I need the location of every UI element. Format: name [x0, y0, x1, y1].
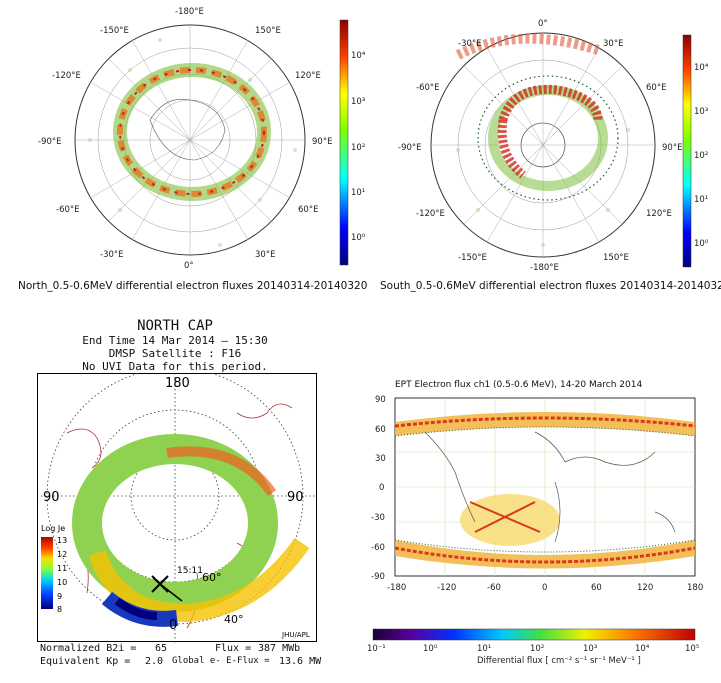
- south-lon-label-1: -30°E: [458, 39, 482, 49]
- north-cap-credit: JHU/APL: [281, 631, 310, 639]
- north-polar-map: -180°E 150°E -150°E 120°E -120°E 90°E -9…: [38, 7, 366, 271]
- north-cap-global-label: Global e- E-Flux =: [172, 656, 270, 666]
- north-cap-legend-tick-1: 12: [57, 550, 67, 559]
- south-cb-tick-0: 10⁴: [694, 63, 709, 73]
- ept-cb-tick-2: 10¹: [477, 644, 491, 654]
- north-cap-time-label: 15:11: [177, 566, 203, 576]
- north-cap-legend-tick-0: 13: [57, 536, 67, 545]
- south-colorbar: [682, 34, 692, 268]
- north-lon-label-7: 60°E: [298, 205, 318, 215]
- ept-cb-tick-5: 10⁴: [635, 644, 650, 654]
- ept-cb-tick-1: 10⁰: [423, 644, 438, 654]
- ept-x-tick-1: -120: [437, 583, 456, 593]
- ept-map-title: EPT Electron flux ch1 (0.5-0.6 MeV), 14-…: [395, 380, 643, 390]
- north-lon-label-10: -30°E: [100, 250, 124, 260]
- ept-cb-tick-3: 10²: [530, 644, 544, 654]
- south-lon-label-11: -180°E: [530, 263, 559, 272]
- north-lon-label-0: -180°E: [175, 7, 204, 17]
- north-lon-label-4: -120°E: [52, 71, 81, 81]
- south-cb-tick-4: 10⁰: [694, 239, 709, 249]
- ept-x-tick-3: 0: [542, 583, 547, 593]
- north-cap-uvi-note: No UVI Data for this period.: [82, 360, 268, 373]
- north-cap-legend-tick-5: 8: [57, 605, 62, 614]
- north-cb-tick-3: 10¹: [351, 188, 365, 198]
- ept-x-tick-5: 120: [637, 583, 653, 593]
- north-cap-satellite: DMSP Satellite : F16: [108, 347, 242, 360]
- ept-y-tick-1: 60: [375, 425, 386, 435]
- ept-x-tick-6: 180: [687, 583, 703, 593]
- north-lon-label-3: 120°E: [295, 71, 321, 81]
- north-lon-label-11: 0°: [184, 261, 194, 270]
- north-cap-flux-value: 387 MWb: [258, 643, 301, 654]
- north-cap-title: NORTH CAP: [137, 318, 213, 334]
- south-lon-label-3: -60°E: [416, 83, 440, 93]
- north-map-caption: North_0.5-0.6MeV differential electron f…: [18, 280, 368, 292]
- north-cap-legend-tick-3: 10: [57, 578, 67, 587]
- ept-x-tick-2: -60: [487, 583, 501, 593]
- south-cb-tick-3: 10¹: [694, 195, 708, 205]
- ept-y-tick-3: 0: [379, 483, 384, 493]
- south-lon-label-9: -150°E: [458, 253, 487, 263]
- north-cap-axis-bottom: 0: [169, 618, 177, 633]
- south-cb-tick-2: 10²: [694, 151, 708, 161]
- south-map-caption: South_0.5-0.6MeV differential electron f…: [380, 280, 721, 292]
- north-cap-axis-left: 90: [43, 490, 60, 505]
- ept-x-tick-4: 60: [591, 583, 602, 593]
- ept-x-tick-0: -180: [387, 583, 406, 593]
- ept-cb-tick-6: 10⁵: [685, 644, 699, 654]
- ept-y-tick-0: 90: [375, 395, 386, 405]
- north-lon-label-1: 150°E: [255, 26, 281, 36]
- north-cb-tick-2: 10²: [351, 143, 365, 153]
- north-cap-b2i-label: Normalized B2i =: [40, 643, 137, 654]
- ept-cb-tick-0: 10⁻¹: [367, 644, 386, 654]
- north-cap-kp-label: Equivalent Kp =: [40, 656, 131, 667]
- ept-world-map: 90 60 30 0 -30 -60 -90 -180 -120 -60 0 6…: [371, 395, 703, 593]
- south-polar-map: 0° -30°E 30°E -60°E 60°E -90°E 90°E -120…: [398, 19, 709, 273]
- north-lon-label-9: 30°E: [255, 250, 275, 260]
- north-cb-tick-1: 10³: [351, 97, 365, 107]
- north-cap-ring-label-40: 40°: [224, 613, 244, 626]
- ept-y-tick-5: -60: [371, 543, 385, 553]
- ept-y-tick-4: -30: [371, 513, 385, 523]
- north-cap-flux-label: Flux =: [215, 643, 252, 654]
- south-lon-label-6: 90°E: [662, 143, 682, 153]
- north-cap-plot: 180 90 90 0 60° 40° 15:11 JHU/APL Log Je…: [37, 373, 317, 643]
- north-lon-label-2: -150°E: [100, 26, 129, 36]
- north-lon-label-6: -90°E: [38, 137, 62, 147]
- north-cap-legend-title: Log Je: [41, 524, 65, 533]
- south-lon-label-7: -120°E: [416, 209, 445, 219]
- ept-colorbar-label: Differential flux [ cm⁻² s⁻¹ sr⁻¹ MeV⁻¹ …: [477, 656, 641, 666]
- north-cap-legend-bar: [41, 537, 53, 609]
- north-cap-axis-right: 90: [287, 490, 304, 505]
- ept-y-tick-2: 30: [375, 454, 386, 464]
- north-cb-tick-0: 10⁴: [351, 51, 366, 61]
- south-cb-tick-1: 10³: [694, 107, 708, 117]
- north-cap-legend-tick-2: 11: [57, 564, 67, 573]
- north-cap-legend-tick-4: 9: [57, 592, 62, 601]
- north-cap-kp-value: 2.0: [145, 656, 164, 667]
- north-cap-ring-label-60: 60°: [202, 571, 222, 584]
- north-cb-tick-4: 10⁰: [351, 233, 366, 243]
- north-lon-label-8: -60°E: [56, 205, 80, 215]
- ept-colorbar: 10⁻¹ 10⁰ 10¹ 10² 10³ 10⁴ 10⁵ Differentia…: [367, 628, 699, 666]
- ept-cb-tick-4: 10³: [583, 644, 597, 654]
- north-cap-panel: NORTH CAP End Time 14 Mar 2014 – 15:30 D…: [0, 318, 345, 677]
- south-lon-label-0: 0°: [538, 19, 548, 29]
- south-lon-label-8: 120°E: [646, 209, 672, 219]
- north-cap-axis-top: 180: [165, 376, 190, 391]
- north-colorbar: [339, 19, 349, 266]
- north-lon-label-5: 90°E: [312, 137, 332, 147]
- ept-map-panel: EPT Electron flux ch1 (0.5-0.6 MeV), 14-…: [365, 380, 721, 677]
- south-lon-label-10: 150°E: [603, 253, 629, 263]
- south-lon-label-2: 30°E: [603, 39, 623, 49]
- north-cap-end-time: End Time 14 Mar 2014 – 15:30: [82, 334, 268, 347]
- south-polar-map-panel: 0° -30°E 30°E -60°E 60°E -90°E 90°E -120…: [378, 10, 721, 300]
- south-lon-label-5: -90°E: [398, 143, 422, 153]
- ept-y-tick-6: -90: [371, 572, 385, 582]
- north-cap-b2i-value: 65: [155, 643, 168, 654]
- north-cap-global-value: 13.6 MW: [279, 656, 322, 667]
- north-polar-map-panel: -180°E 150°E -150°E 120°E -120°E 90°E -9…: [18, 0, 375, 300]
- south-lon-label-4: 60°E: [646, 83, 666, 93]
